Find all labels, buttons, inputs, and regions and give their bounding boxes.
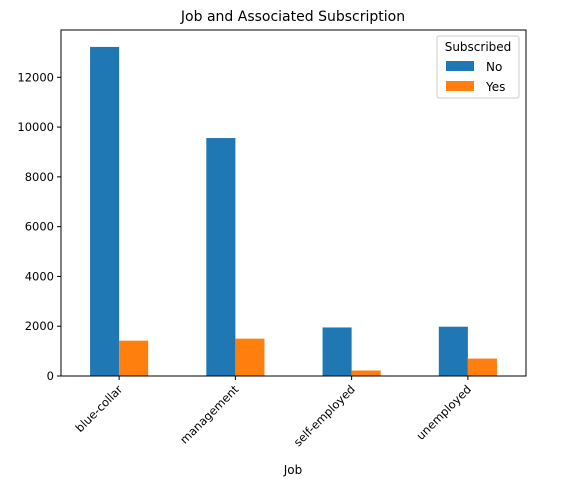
bar-blue-collar-yes xyxy=(119,340,149,376)
y-axis: 0 2000 4000 6000 8000 10000 12000 xyxy=(17,70,61,383)
y-tick-label: 10000 xyxy=(17,120,54,134)
bar-self-employed-yes xyxy=(351,370,381,376)
y-tick-label: 0 xyxy=(47,369,54,383)
legend-label-yes: Yes xyxy=(485,80,505,94)
x-tick-label-blue-collar: blue-collar xyxy=(73,382,126,435)
legend-title: Subscribed xyxy=(445,40,512,54)
x-tick-label-self-employed: self-employed xyxy=(291,382,358,449)
bar-unemployed-yes xyxy=(467,358,497,376)
legend-label-no: No xyxy=(486,60,502,74)
bar-management-no xyxy=(206,138,236,376)
y-tick-label: 8000 xyxy=(25,170,54,184)
plot-area xyxy=(90,46,497,376)
legend: Subscribed No Yes xyxy=(436,35,520,99)
bar-self-employed-no xyxy=(322,327,352,376)
bar-management-yes xyxy=(235,338,265,376)
bar-unemployed-no xyxy=(438,326,468,376)
x-axis-label: Job xyxy=(283,463,303,477)
plot-frame xyxy=(60,29,527,377)
y-tick-label: 6000 xyxy=(25,220,54,234)
y-tick-label: 4000 xyxy=(25,269,54,283)
x-tick-label-unemployed: unemployed xyxy=(413,382,474,443)
bar-blue-collar-no xyxy=(90,46,120,376)
x-axis: blue-collar management self-employed unempl… xyxy=(73,376,474,449)
x-tick-label-management: management xyxy=(177,382,242,447)
chart-title: Job and Associated Subscription xyxy=(180,9,405,25)
y-tick-label: 12000 xyxy=(17,70,54,84)
legend-swatch-yes xyxy=(446,81,474,91)
y-tick-label: 2000 xyxy=(25,319,54,333)
legend-swatch-no xyxy=(446,61,474,71)
